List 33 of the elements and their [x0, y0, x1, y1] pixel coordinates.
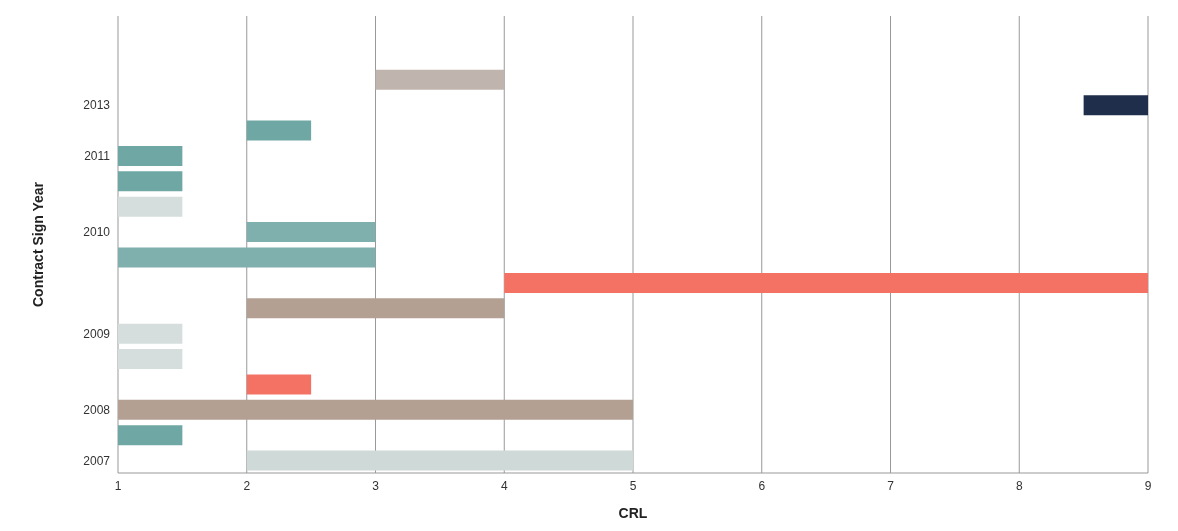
y-axis-title: Contract Sign Year	[29, 181, 46, 308]
bar	[246, 374, 312, 395]
y-tick-label: 2008	[83, 402, 111, 417]
bar	[118, 196, 183, 217]
bar	[118, 349, 183, 370]
bar	[246, 450, 633, 471]
x-tick-label: 8	[1015, 478, 1023, 493]
bar	[504, 272, 1148, 293]
bar	[118, 145, 183, 166]
bar	[118, 323, 183, 344]
bar	[375, 69, 505, 90]
x-tick-label: 5	[629, 478, 637, 493]
bar	[118, 247, 376, 268]
y-tick-label: 2009	[83, 326, 111, 341]
x-tick-label: 4	[500, 478, 508, 493]
bar	[246, 222, 376, 243]
x-tick-label: 6	[758, 478, 766, 493]
x-tick-label: 1	[114, 478, 122, 493]
y-tick-label: 2007	[83, 453, 111, 468]
x-tick-label: 3	[372, 478, 380, 493]
bar	[118, 399, 633, 420]
x-axis-title: CRL	[618, 505, 648, 521]
x-tick-label: 9	[1144, 478, 1152, 493]
bar	[1083, 95, 1148, 116]
bar	[118, 171, 183, 192]
bar	[246, 120, 312, 141]
x-tick-label: 2	[243, 478, 251, 493]
bar	[118, 425, 183, 446]
bar	[246, 298, 505, 319]
y-tick-label: 2013	[83, 98, 111, 113]
y-tick-label: 2011	[84, 148, 111, 163]
y-tick-label: 2010	[83, 225, 111, 240]
x-tick-label: 7	[887, 478, 895, 493]
